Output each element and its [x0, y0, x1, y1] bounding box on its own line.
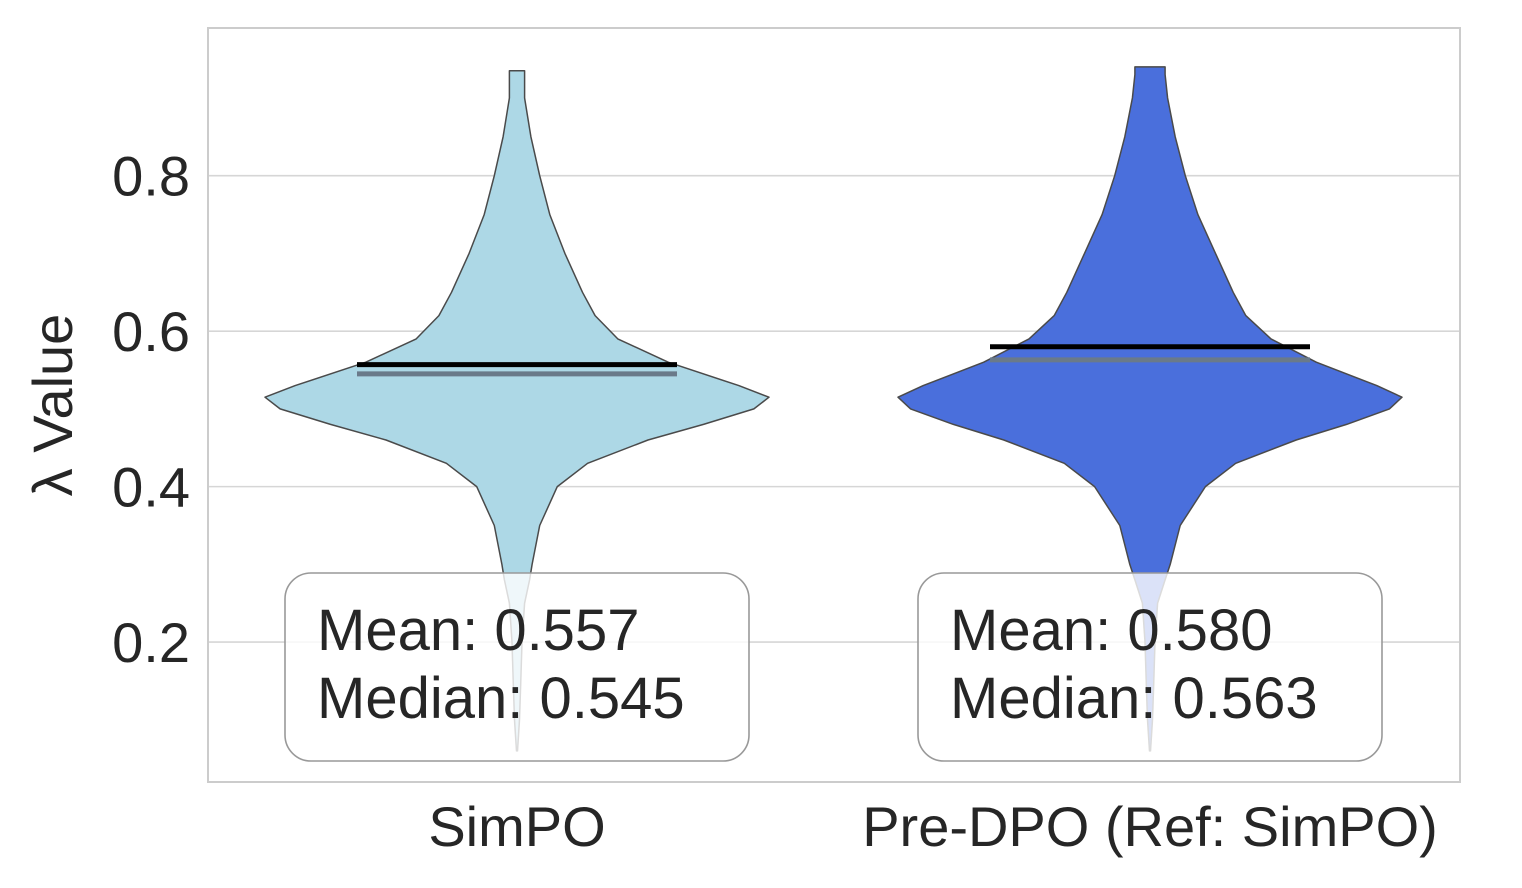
stat-lines — [357, 344, 1310, 377]
stat-box — [917, 572, 1383, 762]
mean-label: Mean: 0.557 — [317, 598, 639, 663]
plot-frame — [207, 27, 1461, 783]
violins — [264, 66, 1403, 752]
x-tick-labels: SimPO Pre-DPO (Ref: SimPO) — [428, 795, 1437, 858]
y-axis-title: λ Value — [21, 314, 84, 497]
stat-box — [284, 572, 750, 762]
x-tick-label: SimPO — [428, 795, 605, 858]
x-tick-label: Pre-DPO (Ref: SimPO) — [862, 795, 1438, 858]
y-tick-label: 0.8 — [112, 145, 190, 208]
mean-label: Mean: 0.580 — [950, 598, 1272, 663]
violin-body — [264, 70, 770, 752]
median-label: Median: 0.545 — [317, 666, 685, 731]
violin-body — [897, 66, 1403, 752]
y-tick-label: 0.2 — [112, 611, 190, 674]
y-tick-label: 0.4 — [112, 456, 190, 519]
median-label: Median: 0.563 — [950, 666, 1318, 731]
y-tick-labels: 0.2 0.4 0.6 0.8 — [112, 145, 190, 674]
y-tick-label: 0.6 — [112, 300, 190, 363]
